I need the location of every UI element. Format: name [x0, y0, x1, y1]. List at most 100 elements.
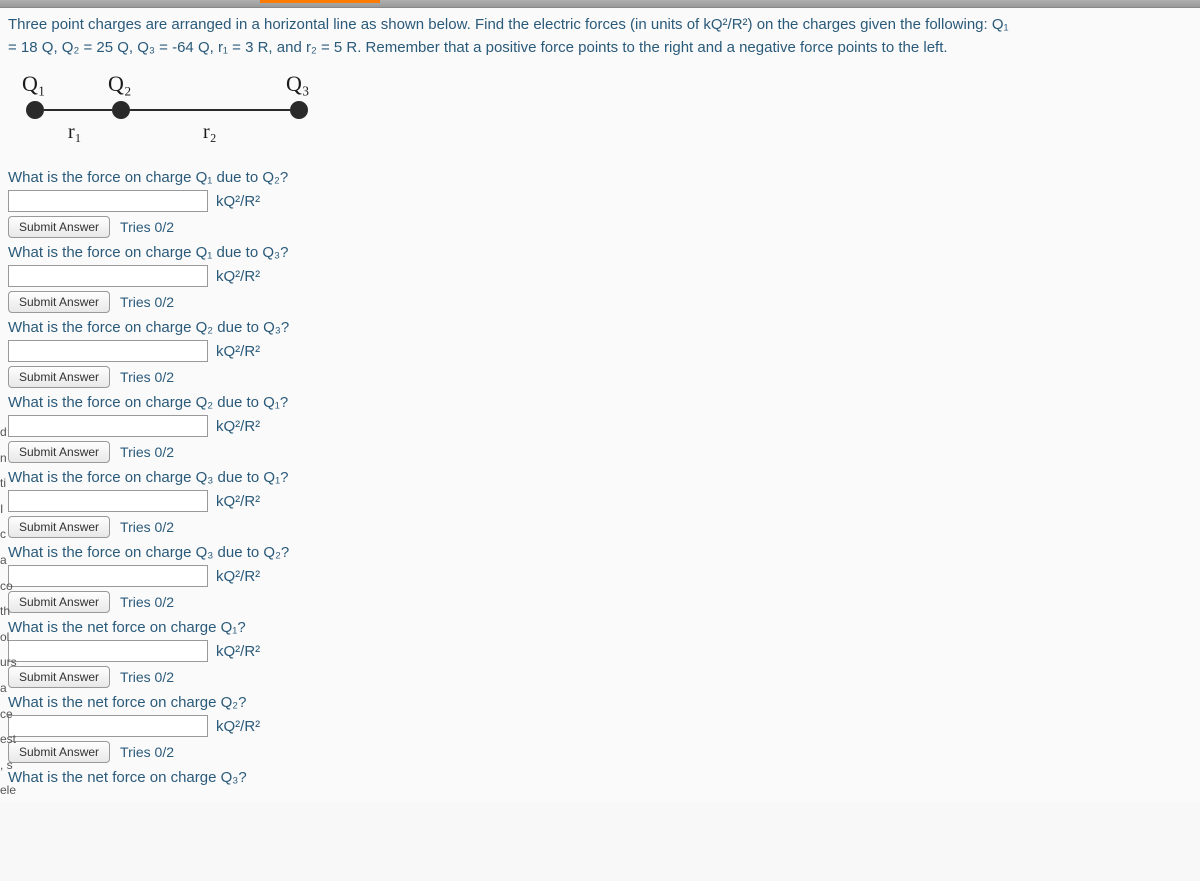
left-edge-fragment: ele [0, 778, 18, 804]
question-block: What is the force on charge Q₃ due to Q₁… [8, 469, 1190, 538]
tries-text: Tries 0/2 [120, 519, 174, 535]
charge-dot-3 [290, 101, 308, 119]
submit-row: Submit Answer Tries 0/2 [8, 291, 1190, 313]
submit-button[interactable]: Submit Answer [8, 291, 110, 313]
question-text: What is the force on charge Q₁ due to Q₂… [8, 169, 1190, 186]
question-block: What is the force on charge Q₁ due to Q₃… [8, 244, 1190, 313]
question-text: What is the force on charge Q₃ due to Q₁… [8, 469, 1190, 486]
answer-row: kQ²/R² [8, 190, 1190, 212]
submit-button[interactable]: Submit Answer [8, 741, 110, 763]
answer-input[interactable] [8, 715, 208, 737]
answer-input[interactable] [8, 415, 208, 437]
window-top-bar [0, 0, 1200, 8]
problem-line2: = 18 Q, Q₂ = 25 Q, Q₃ = -64 Q, r₁ = 3 R,… [8, 39, 948, 56]
left-edge-fragment: urs [0, 650, 18, 676]
submit-row: Submit Answer Tries 0/2 [8, 516, 1190, 538]
problem-statement: Three point charges are arranged in a ho… [8, 14, 1190, 59]
left-edge-fragment: , s [0, 753, 18, 779]
submit-button[interactable]: Submit Answer [8, 366, 110, 388]
submit-button[interactable]: Submit Answer [8, 516, 110, 538]
question-block: What is the force on charge Q₁ due to Q₂… [8, 169, 1190, 238]
charge-dot-1 [26, 101, 44, 119]
answer-input[interactable] [8, 340, 208, 362]
line-r2 [130, 109, 290, 111]
question-block: What is the net force on charge Q₂? kQ²/R… [8, 694, 1190, 763]
left-edge-fragment: est [0, 727, 18, 753]
left-edge-fragment: I [0, 497, 18, 523]
question-block: What is the net force on charge Q₁? kQ²/R… [8, 619, 1190, 688]
question-text: What is the net force on charge Q₂? [8, 694, 1190, 711]
left-edge-fragment: ol [0, 625, 18, 651]
unit-label: kQ²/R² [216, 268, 260, 285]
tries-text: Tries 0/2 [120, 594, 174, 610]
problem-content: Three point charges are arranged in a ho… [0, 8, 1200, 802]
left-edge-fragment: c [0, 522, 18, 548]
answer-input[interactable] [8, 640, 208, 662]
submit-row: Submit Answer Tries 0/2 [8, 366, 1190, 388]
left-edge-fragment: ti [0, 471, 18, 497]
unit-label: kQ²/R² [216, 643, 260, 660]
unit-label: kQ²/R² [216, 568, 260, 585]
answer-row: kQ²/R² [8, 640, 1190, 662]
question-text: What is the force on charge Q₃ due to Q₂… [8, 544, 1190, 561]
label-q2: Q₂ [108, 71, 132, 97]
unit-label: kQ²/R² [216, 493, 260, 510]
tries-text: Tries 0/2 [120, 219, 174, 235]
label-q3: Q₃ [286, 71, 310, 97]
unit-label: kQ²/R² [216, 193, 260, 210]
problem-line1: Three point charges are arranged in a ho… [8, 16, 1009, 33]
question-block: What is the force on charge Q₂ due to Q₁… [8, 394, 1190, 463]
tries-text: Tries 0/2 [120, 744, 174, 760]
answer-input[interactable] [8, 490, 208, 512]
submit-row: Submit Answer Tries 0/2 [8, 741, 1190, 763]
label-r1: r₁ [68, 121, 82, 144]
question-text: What is the force on charge Q₁ due to Q₃… [8, 244, 1190, 261]
unit-label: kQ²/R² [216, 718, 260, 735]
left-edge-fragments: dntiIcacotholursaceest, sele [0, 420, 18, 804]
unit-label: kQ²/R² [216, 343, 260, 360]
answer-input[interactable] [8, 565, 208, 587]
question-block: What is the net force on charge Q₃? [8, 769, 1190, 786]
left-edge-fragment: co [0, 574, 18, 600]
submit-row: Submit Answer Tries 0/2 [8, 441, 1190, 463]
charge-diagram: Q₁ Q₂ Q₃ r₁ r₂ [18, 71, 338, 151]
submit-button[interactable]: Submit Answer [8, 216, 110, 238]
label-q1: Q₁ [22, 71, 46, 97]
tries-text: Tries 0/2 [120, 444, 174, 460]
submit-row: Submit Answer Tries 0/2 [8, 591, 1190, 613]
submit-row: Submit Answer Tries 0/2 [8, 216, 1190, 238]
answer-row: kQ²/R² [8, 340, 1190, 362]
left-edge-fragment: a [0, 676, 18, 702]
tries-text: Tries 0/2 [120, 294, 174, 310]
question-text: What is the force on charge Q₂ due to Q₃… [8, 319, 1190, 336]
left-edge-fragment: d [0, 420, 18, 446]
answer-row: kQ²/R² [8, 265, 1190, 287]
submit-row: Submit Answer Tries 0/2 [8, 666, 1190, 688]
question-text: What is the net force on charge Q₁? [8, 619, 1190, 636]
submit-button[interactable]: Submit Answer [8, 441, 110, 463]
orange-accent [260, 0, 380, 3]
left-edge-fragment: n [0, 446, 18, 472]
charge-dot-2 [112, 101, 130, 119]
label-r2: r₂ [203, 121, 217, 144]
question-text: What is the net force on charge Q₃? [8, 769, 1190, 786]
answer-row: kQ²/R² [8, 490, 1190, 512]
question-block: What is the force on charge Q₂ due to Q₃… [8, 319, 1190, 388]
tries-text: Tries 0/2 [120, 669, 174, 685]
submit-button[interactable]: Submit Answer [8, 591, 110, 613]
answer-input[interactable] [8, 190, 208, 212]
submit-button[interactable]: Submit Answer [8, 666, 110, 688]
question-text: What is the force on charge Q₂ due to Q₁… [8, 394, 1190, 411]
unit-label: kQ²/R² [216, 418, 260, 435]
line-r1 [44, 109, 112, 111]
left-edge-fragment: th [0, 599, 18, 625]
left-edge-fragment: ce [0, 702, 18, 728]
answer-row: kQ²/R² [8, 715, 1190, 737]
left-edge-fragment: a [0, 548, 18, 574]
answer-row: kQ²/R² [8, 415, 1190, 437]
questions-container: What is the force on charge Q₁ due to Q₂… [8, 169, 1190, 786]
tries-text: Tries 0/2 [120, 369, 174, 385]
answer-row: kQ²/R² [8, 565, 1190, 587]
question-block: What is the force on charge Q₃ due to Q₂… [8, 544, 1190, 613]
answer-input[interactable] [8, 265, 208, 287]
